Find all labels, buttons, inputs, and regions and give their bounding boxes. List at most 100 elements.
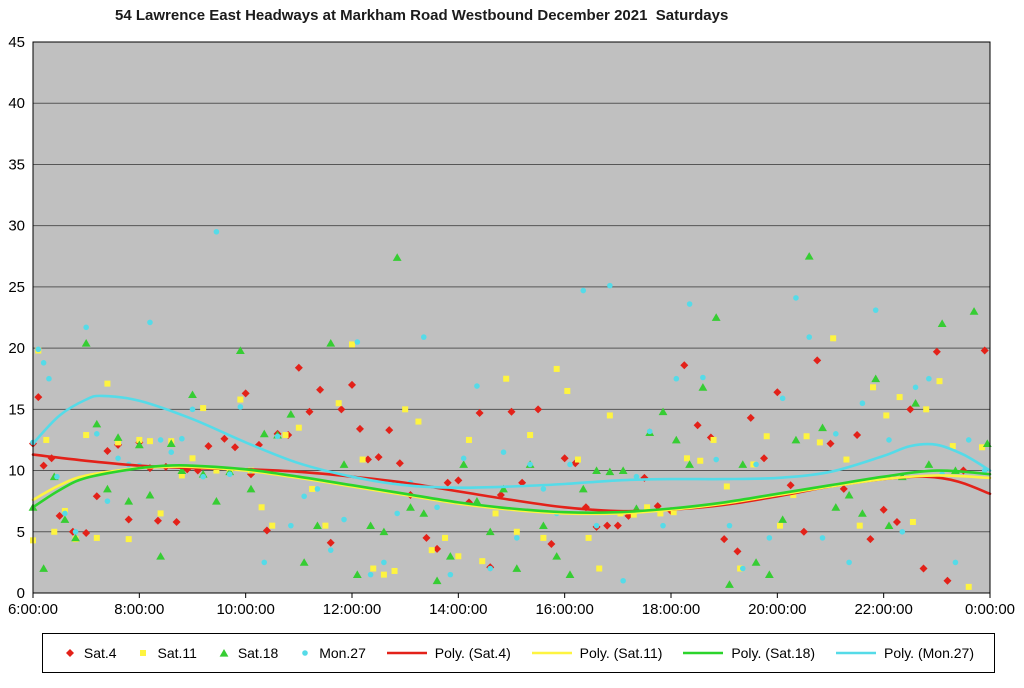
scatter-point-dot <box>620 577 626 584</box>
scatter-point-dot <box>367 571 374 578</box>
scatter-point-triangle <box>969 307 979 315</box>
scatter-point-square <box>51 528 58 535</box>
legend-item-sat-18: Sat.18 <box>217 645 278 661</box>
scatter-point-triangle <box>871 374 881 383</box>
scatter-point-square <box>965 583 972 590</box>
scatter-point-triangle <box>539 521 548 530</box>
scatter-point-dot <box>540 486 547 492</box>
scatter-point-dot <box>912 384 919 391</box>
scatter-point-triangle <box>313 521 322 530</box>
scatter-point-dot <box>806 334 813 340</box>
scatter-point-square <box>115 439 122 446</box>
scatter-point-dot <box>314 486 321 492</box>
scatter-point-square <box>309 485 316 492</box>
scatter-point-square <box>125 536 132 543</box>
scatter-point-dot <box>213 228 220 235</box>
scatter-point-triangle <box>592 466 601 474</box>
diamond-marker-icon <box>65 649 74 657</box>
scatter-point-square <box>574 456 581 463</box>
scatter-point-triangle <box>804 252 814 260</box>
scatter-point-triangle <box>499 484 508 493</box>
scatter-point-diamond <box>172 517 181 526</box>
legend-item-mon-27: Mon.27 <box>298 645 366 661</box>
y-tick-label: 25 <box>8 279 25 296</box>
scatter-point-diamond <box>153 516 162 525</box>
y-tick-label: 35 <box>8 156 25 173</box>
y-tick-label: 20 <box>8 340 25 357</box>
scatter-point-dot <box>261 559 268 566</box>
scatter-point-dot <box>104 498 111 504</box>
scatter-point-triangle <box>177 466 187 474</box>
scatter-point-diamond <box>241 389 250 398</box>
scatter-point-diamond <box>943 576 952 585</box>
scatter-point-diamond <box>443 478 452 487</box>
scatter-point-square <box>83 432 90 439</box>
scatter-point-square <box>657 510 664 517</box>
scatter-point-diamond <box>932 347 941 356</box>
scatter-point-square <box>104 380 111 387</box>
scatter-point-triangle <box>419 509 429 517</box>
scatter-point-triangle <box>512 564 522 572</box>
chart-legend: Sat.4 Sat.11 Sat.18 Mon.27 Poly. (Sat.4) Poly… <box>42 633 995 673</box>
scatter-point-square <box>949 443 956 450</box>
scatter-point-square <box>710 436 717 443</box>
scatter-point-square <box>870 384 877 391</box>
scatter-point-triangle <box>166 439 176 448</box>
scatter-point-dot <box>753 461 759 468</box>
x-tick-label: 0:00:00 <box>965 601 1015 618</box>
scatter-point-dot <box>447 571 454 578</box>
scatter-point-triangle <box>392 253 402 261</box>
scatter-point-diamond <box>348 380 356 389</box>
scatter-point-diamond <box>124 515 133 524</box>
scatter-point-square <box>644 504 651 511</box>
scatter-point-dot <box>381 559 387 566</box>
scatter-point-square <box>776 522 783 529</box>
scatter-point-dot <box>886 437 892 443</box>
scatter-point-diamond <box>693 421 702 430</box>
x-tick-label: 16:00:00 <box>535 601 593 618</box>
scatter-point-triangle <box>71 533 80 542</box>
x-tick-label: 14:00:00 <box>429 601 487 618</box>
plot-border <box>32 41 991 594</box>
scatter-point-dot <box>833 431 839 437</box>
scatter-point-dot <box>673 375 680 382</box>
headways-scatter-chart: 0 5 10 15 20 25 30 35 40 45 6:00:00 8:00:00 10:00:00… <box>8 34 1015 618</box>
scatter-point-diamond <box>355 424 364 433</box>
scatter-point-diamond <box>839 484 848 493</box>
scatter-point-triangle <box>212 496 221 505</box>
scatter-point-square <box>200 405 207 412</box>
scatter-point-dot <box>593 522 600 529</box>
scatter-point-triangle <box>445 552 455 560</box>
scatter-point-triangle <box>711 313 721 321</box>
scatter-point-dot <box>965 437 972 443</box>
trendline-sample-icon <box>683 651 724 655</box>
scatter-point-square <box>428 547 435 554</box>
scatter-point-square <box>136 436 143 443</box>
scatter-point-square <box>909 518 916 525</box>
scatter-point-square <box>492 510 499 517</box>
scatter-point-square <box>269 522 276 529</box>
scatter-point-square <box>415 418 422 425</box>
scatter-point-triangle <box>751 558 761 566</box>
scatter-point-diamond <box>799 527 808 536</box>
scatter-point-diamond <box>534 405 543 414</box>
scatter-point-dot <box>274 433 281 440</box>
legend-label: Poly. (Mon.27) <box>883 645 974 661</box>
scatter-point-triangle <box>113 433 123 441</box>
y-tick-label: 45 <box>8 34 25 51</box>
scatter-point-square <box>465 436 472 443</box>
scatter-point-diamond <box>231 443 240 452</box>
scatter-point-square <box>830 335 837 342</box>
scatter-point-dot <box>394 510 400 517</box>
scatter-point-dot <box>846 559 852 566</box>
legend-label: Poly. (Sat.18) <box>731 645 816 661</box>
scatter-point-dot <box>288 522 294 529</box>
scatter-point-triangle <box>565 570 575 579</box>
scatter-point-dot <box>872 307 879 313</box>
scatter-point-triangle <box>685 460 695 468</box>
scatter-point-dot <box>434 504 440 511</box>
scatter-point-diamond <box>82 529 91 538</box>
scatter-point-dot <box>301 493 307 500</box>
scatter-point-triangle <box>156 552 165 560</box>
legend-label: Sat.4 <box>83 645 117 661</box>
